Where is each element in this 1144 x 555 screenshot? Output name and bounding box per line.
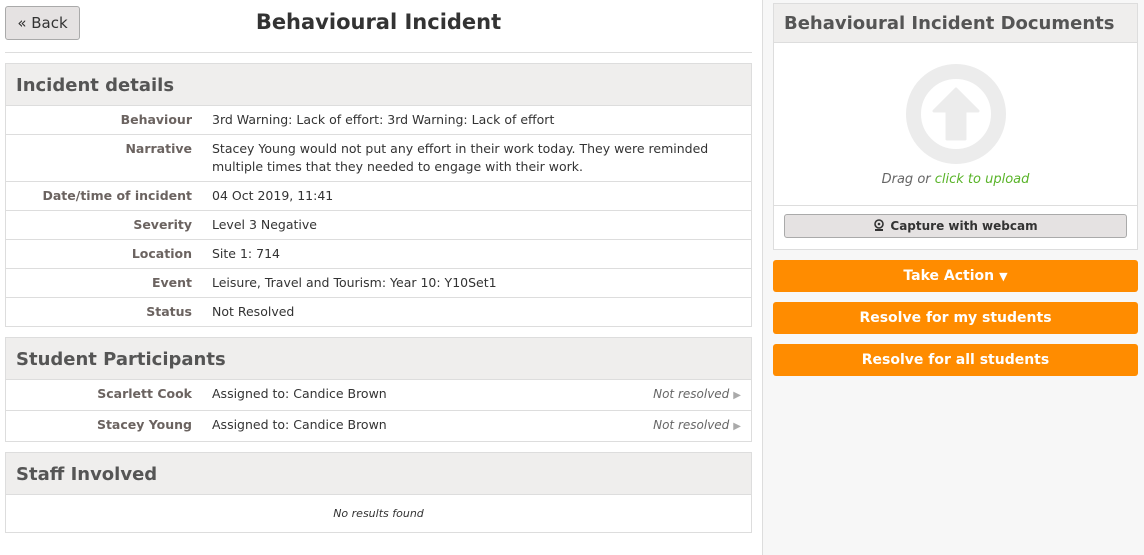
take-action-button[interactable]: Take Action ▼ (773, 260, 1138, 292)
detail-value: Stacey Young would not put any effort in… (212, 141, 709, 174)
detail-label: Event (151, 275, 192, 290)
expand-arrow-icon[interactable]: ▶ (733, 390, 741, 401)
upload-hint: Drag or click to upload (774, 172, 1137, 187)
detail-label: Behaviour (120, 112, 192, 127)
detail-row: Status Not Resolved (6, 298, 751, 326)
student-name: Scarlett Cook (97, 386, 192, 401)
panel-title: Staff Involved (6, 453, 751, 495)
detail-row: Narrative Stacey Young would not put any … (6, 135, 751, 182)
main-content: « Back Behavioural Incident Incident det… (5, 0, 752, 533)
take-action-label: Take Action (903, 268, 995, 284)
incident-details-panel: Incident details Behaviour 3rd Warning: L… (5, 63, 752, 327)
detail-label: Severity (133, 217, 192, 232)
detail-value: 3rd Warning: Lack of effort: 3rd Warning… (212, 112, 555, 127)
webcam-label: Capture with webcam (890, 219, 1038, 233)
resolve-my-students-button[interactable]: Resolve for my students (773, 302, 1138, 334)
drag-text: Drag or (881, 172, 935, 187)
panel-title: Student Participants (6, 338, 751, 380)
capture-webcam-button[interactable]: Capture with webcam (784, 214, 1127, 238)
student-participants-panel: Student Participants Scarlett Cook Assign… (5, 337, 752, 442)
expand-arrow-icon[interactable]: ▶ (733, 421, 741, 432)
detail-label: Narrative (125, 141, 192, 156)
detail-label: Status (146, 304, 192, 319)
resolve-all-students-button[interactable]: Resolve for all students (773, 344, 1138, 376)
webcam-icon (873, 218, 885, 234)
staff-involved-panel: Staff Involved No results found (5, 452, 752, 533)
student-row[interactable]: Scarlett Cook Assigned to: Candice Brown N… (6, 380, 751, 411)
student-status: Not resolved (653, 387, 730, 401)
detail-label: Location (131, 246, 192, 261)
detail-value: Leisure, Travel and Tourism: Year 10: Y1… (212, 275, 497, 290)
detail-value: Site 1: 714 (212, 246, 280, 261)
detail-row: Severity Level 3 Negative (6, 211, 751, 240)
click-to-upload-link[interactable]: click to upload (934, 172, 1030, 187)
panel-title: Behavioural Incident Documents (774, 4, 1137, 43)
student-status: Not resolved (653, 418, 730, 432)
back-button[interactable]: « Back (5, 6, 80, 40)
student-name: Stacey Young (96, 417, 192, 432)
detail-value: 04 Oct 2019, 11:41 (212, 188, 334, 203)
assigned-to: Assigned to: Candice Brown (212, 417, 387, 432)
caret-down-icon: ▼ (999, 269, 1008, 283)
student-row[interactable]: Stacey Young Assigned to: Candice Brown No… (6, 411, 751, 441)
detail-row: Location Site 1: 714 (6, 240, 751, 269)
detail-label: Date/time of incident (42, 188, 193, 203)
detail-row: Event Leisure, Travel and Tourism: Year 1… (6, 269, 751, 298)
detail-row: Date/time of incident 04 Oct 2019, 11:41 (6, 182, 751, 211)
documents-panel: Behavioural Incident Documents Drag or c… (773, 3, 1138, 250)
page-header: « Back Behavioural Incident (5, 0, 752, 53)
no-results-text: No results found (333, 507, 424, 520)
upload-dropzone[interactable]: Drag or click to upload (774, 43, 1137, 206)
page-title: Behavioural Incident (255, 10, 502, 34)
assigned-to: Assigned to: Candice Brown (212, 386, 387, 401)
detail-row: Behaviour 3rd Warning: Lack of effort: 3r… (6, 106, 751, 135)
upload-arrow-icon[interactable] (906, 64, 1006, 164)
panel-title: Incident details (6, 64, 751, 106)
detail-value: Level 3 Negative (212, 217, 317, 232)
detail-value: Not Resolved (212, 304, 295, 319)
sidebar: Behavioural Incident Documents Drag or c… (762, 0, 1144, 555)
